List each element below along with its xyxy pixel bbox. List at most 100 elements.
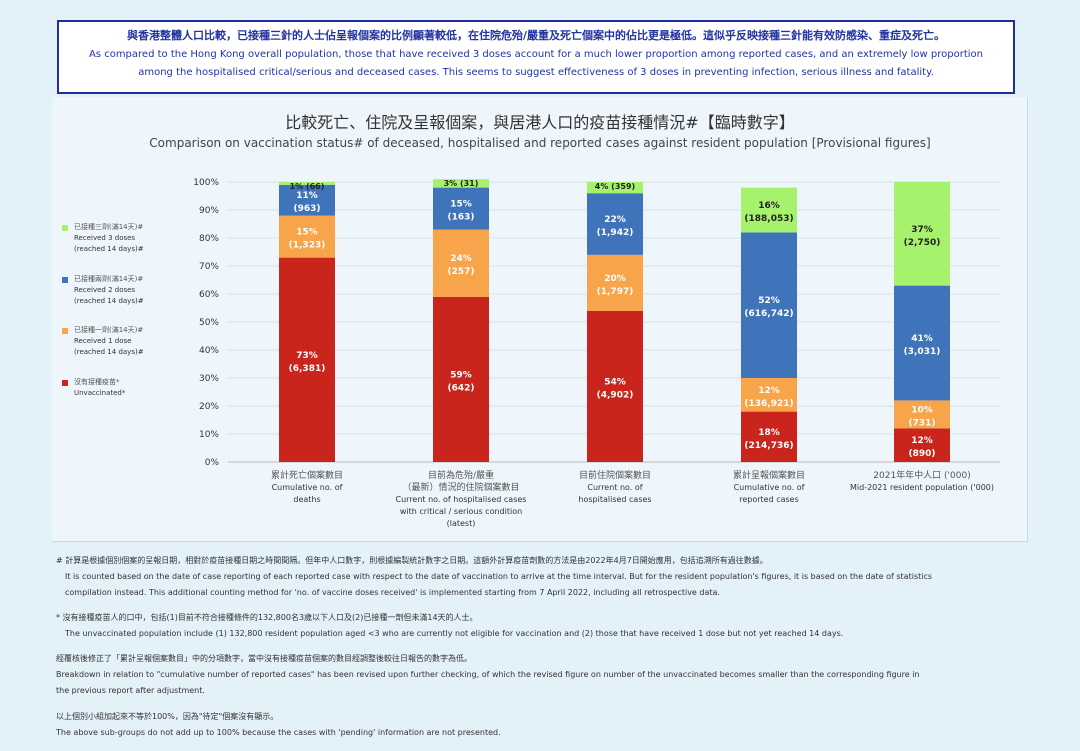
data-label-percent: 11% (296, 191, 318, 201)
legend-label-en: Received 1 dose (74, 337, 132, 345)
x-category-label-en: deaths (293, 495, 320, 504)
bar-segment (279, 184, 335, 216)
legend-label-en: Unvaccinated* (74, 389, 126, 397)
y-tick-label: 60% (199, 290, 219, 300)
bar-segment (279, 182, 335, 185)
bar-segment (587, 193, 643, 255)
x-category-label-en: with critical / serious condition (400, 507, 522, 516)
legend-label-zh: 已接種一劑(滿14天)# (74, 326, 144, 334)
data-label-percent: 3% (31) (444, 179, 479, 188)
data-label-percent: 1% (66) (290, 182, 325, 191)
bar-segment (279, 215, 335, 258)
legend-label-en2: (reached 14 days)# (74, 297, 144, 305)
footnote-en2: the previous report after adjustment. (56, 686, 205, 695)
stacked-bar-chart: 0% 10% 20% 30% 40% 50% 60% 70% 80% 90% 100% 73% (6,3… (193, 178, 1000, 528)
bar-segment (587, 182, 643, 194)
data-label-count: (2,750) (904, 238, 941, 248)
data-label-count: (1,797) (597, 287, 634, 297)
data-label-percent: 12% (911, 436, 933, 446)
data-label-percent: 16% (758, 201, 780, 211)
footnote-zh: * 沒有接種疫苗人的口中，包括(1)目前不符合接種條件的132,800名3歲以下… (56, 613, 478, 622)
bar-segment (587, 254, 643, 311)
footnote-zh: 經覆核後修正了「累計呈報個案數目」中的分項數字，當中沒有接種疫苗個案的數目經調整… (56, 654, 472, 663)
data-label-count: (1,323) (289, 241, 326, 251)
bar-segment (894, 182, 950, 286)
x-category-label-zh: （最新）情況的住院個案數目 (402, 481, 519, 493)
data-label-percent: 15% (450, 200, 472, 210)
footnote-en2: compilation instead. This additional cou… (65, 588, 720, 597)
chart-title-zh: 比較死亡、住院及呈報個案，與居港人口的疫苗接種情況#【臨時數字】 (285, 113, 795, 132)
data-label-percent: 73% (296, 351, 318, 361)
x-category-label-zh: 2021年年中人口 ('000) (873, 469, 970, 481)
x-category-label-zh: 目前為危殆/嚴重 (428, 469, 494, 481)
summary-en-line1: As compared to the Hong Kong overall pop… (88, 48, 984, 60)
data-label-count: (214,736) (744, 441, 793, 451)
footnote-zh: # 計算是根據個別個案的呈報日期，相對於疫苗接種日期之時間間隔。但年中人口數字，… (56, 556, 768, 565)
data-label-count: (3,031) (904, 347, 941, 357)
y-tick-label: 70% (199, 262, 219, 272)
data-label-percent: 52% (758, 296, 780, 306)
legend-label-en: Received 2 doses (74, 286, 136, 294)
data-label-count: (188,053) (744, 214, 793, 224)
x-category-label-en: Mid-2021 resident population ('000) (850, 483, 994, 492)
x-category-label-zh: 目前住院個案數目 (579, 469, 651, 481)
bar-segment (741, 378, 797, 412)
footnote-en: It is counted based on the date of case … (65, 572, 933, 581)
bar-segment (433, 296, 489, 462)
data-label-percent: 4% (359) (595, 182, 635, 191)
data-label-percent: 54% (604, 377, 626, 387)
x-category-label-zh: 累計呈報個案數目 (733, 469, 805, 481)
legend-item-unvaccinated: 沒有接種疫苗* Unvaccinated* (62, 377, 125, 399)
data-label-count: (136,921) (744, 399, 793, 409)
y-tick-label: 100% (193, 178, 219, 188)
x-category-label-en: hospitalised cases (578, 495, 651, 504)
data-label-count: (163) (447, 213, 474, 223)
legend-label-en2: (reached 14 days)# (74, 245, 144, 253)
x-category-label-en: (latest) (447, 519, 476, 528)
data-label-percent: 10% (911, 405, 933, 415)
y-tick-label: 90% (199, 206, 219, 216)
x-category-label-en: reported cases (739, 495, 799, 504)
legend-label-zh: 沒有接種疫苗* (74, 378, 120, 386)
y-tick-label: 20% (199, 402, 219, 412)
legend-swatch (62, 277, 68, 283)
footnote-hash: # 計算是根據個別個案的呈報日期，相對於疫苗接種日期之時間間隔。但年中人口數字，… (56, 553, 1031, 601)
y-tick-label: 40% (199, 346, 219, 356)
x-category-label-en: Current no. of hospitalised cases (396, 495, 527, 504)
y-tick-label: 0% (205, 458, 220, 468)
y-tick-label: 50% (199, 318, 219, 328)
bar-segment (433, 187, 489, 230)
legend-label-zh: 已接種三劑(滿14天)# (74, 223, 144, 231)
data-label-count: (1,942) (597, 228, 634, 238)
chart-title-en: Comparison on vaccination status# of dec… (149, 136, 931, 150)
data-label-percent: 59% (450, 370, 472, 380)
data-label-percent: 20% (604, 274, 626, 284)
data-label-count: (616,742) (744, 309, 793, 319)
summary-notice: 與香港整體人口比較，已接種三針的人士佔呈報個案的比例顯著較低，在住院危殆/嚴重及… (57, 20, 1015, 94)
legend-swatch (62, 328, 68, 334)
summary-en-line2: among the hospitalised critical/serious … (138, 67, 934, 78)
x-category-label-en: Cumulative no. of (734, 483, 805, 492)
data-label-count: (4,902) (597, 390, 634, 400)
bar-segment (894, 428, 950, 462)
x-category-label-en: Current no. of (587, 483, 642, 492)
footnote-en: Breakdown in relation to "cumulative num… (56, 670, 920, 679)
x-category-label-en: Cumulative no. of (272, 483, 343, 492)
data-label-percent: 15% (296, 228, 318, 238)
data-label-count: (642) (447, 383, 474, 393)
data-label-percent: 22% (604, 215, 626, 225)
bar-segment (741, 187, 797, 233)
legend-label-en: Received 3 doses (74, 234, 136, 242)
data-label-percent: 24% (450, 254, 472, 264)
bar-segment (433, 179, 489, 188)
chart-panel (52, 97, 1028, 542)
data-label-count: (963) (293, 204, 320, 214)
x-category-label-zh: 累計死亡個案數目 (271, 469, 343, 481)
bar-segment (741, 232, 797, 378)
data-label-count: (731) (908, 418, 935, 428)
data-label-percent: 37% (911, 225, 933, 235)
bar-segment (433, 229, 489, 297)
data-label-count: (6,381) (289, 364, 326, 374)
summary-zh: 與香港整體人口比較，已接種三針的人士佔呈報個案的比例顯著較低，在住院危殆/嚴重及… (126, 29, 945, 42)
legend-label-en2: (reached 14 days)# (74, 348, 144, 356)
